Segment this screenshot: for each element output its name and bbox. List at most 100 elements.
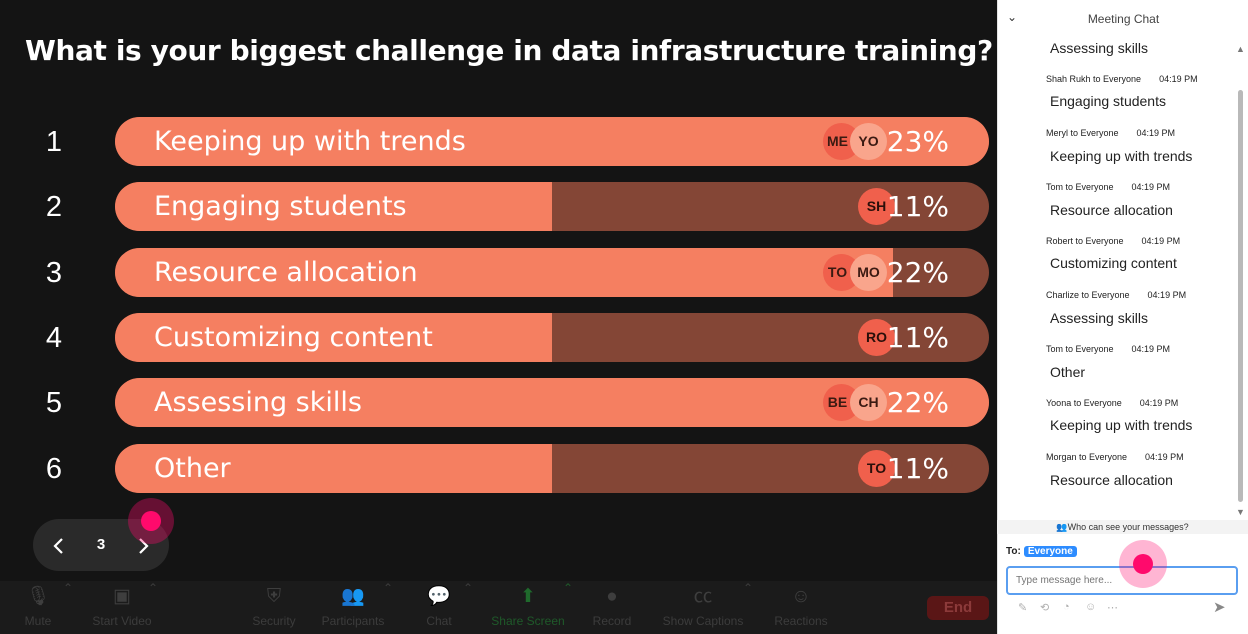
emoji-plus-icon: ☺ (791, 586, 811, 607)
end-meeting-button[interactable]: End (927, 596, 989, 620)
chevron-up-icon[interactable]: ⌃ (563, 581, 574, 595)
chat-title: Meeting Chat (1087, 12, 1160, 26)
chevron-up-icon[interactable]: ⌃ (743, 581, 754, 595)
option-number: 3 (45, 257, 63, 289)
participants-label: Participants (321, 614, 385, 628)
share-screen-button[interactable]: ⬆ Share Screen (485, 581, 571, 634)
avatar: RO (858, 319, 895, 356)
chat-message-meta: Tom to Everyone 04:19 PM (1046, 182, 1170, 192)
record-icon: ● (606, 586, 618, 607)
chat-sender: Meryl to Everyone (1046, 128, 1119, 138)
chat-message-text: Customizing content (1050, 255, 1177, 271)
poll-option-row: 6 Other TO 11% (0, 444, 997, 494)
chat-message-text: Resource allocation (1050, 202, 1173, 218)
who-can-see-label: Who can see your messages? (1067, 522, 1189, 532)
avatar: TO (858, 450, 895, 487)
option-number: 1 (45, 126, 63, 158)
chat-message-text: Resource allocation (1050, 472, 1173, 488)
chat-time: 04:19 PM (1145, 452, 1184, 462)
chat-sender: Tom to Everyone (1046, 344, 1114, 354)
chat-time: 04:19 PM (1141, 236, 1181, 246)
shield-icon: ⛨ (266, 586, 282, 607)
chat-message-input[interactable] (1006, 566, 1238, 595)
emoji-icon[interactable]: ☺ (1085, 601, 1097, 613)
chevron-up-icon[interactable]: ⌃ (383, 581, 394, 595)
avatar: YO (850, 123, 887, 160)
format-icon[interactable]: ✎ (1018, 602, 1028, 614)
poll-option-row: 2 Engaging students SH 11% (0, 182, 997, 232)
send-icon[interactable]: ➤ (1213, 599, 1226, 616)
option-percent: 11% (886, 452, 949, 485)
avatar: CH (850, 384, 887, 421)
chevron-up-icon[interactable]: ⌃ (148, 581, 159, 595)
chevron-left-icon (53, 538, 63, 554)
record-button[interactable]: ● Record (586, 581, 638, 634)
show-captions-label: Show Captions (662, 614, 744, 628)
option-bar: Other TO 11% (115, 444, 989, 493)
scroll-up-icon[interactable]: ▲ (1236, 44, 1245, 54)
slide-page-number: 3 (96, 536, 106, 553)
chat-message-meta: Robert to Everyone 04:19 PM (1046, 236, 1180, 246)
cursor-dot (1133, 554, 1153, 574)
option-bar-fill (115, 182, 552, 231)
chat-message-list[interactable]: Assessing skills Shah Rukh to Everyone 04… (998, 30, 1238, 520)
option-number: 4 (45, 322, 63, 354)
screenshot-icon[interactable]: ⟲ (1040, 602, 1050, 614)
chat-button[interactable]: 💬 Chat (417, 581, 461, 634)
mute-label: Mute (24, 614, 52, 628)
chat-sender: Charlize to Everyone (1046, 290, 1130, 300)
start-video-label: Start Video (92, 614, 152, 628)
poll-option-row: 5 Assessing skills BE CH 22% (0, 378, 997, 428)
cursor-dot (141, 511, 161, 531)
option-percent: 11% (886, 321, 949, 354)
reactions-label: Reactions (774, 614, 828, 628)
people-icon: 👥 (1056, 522, 1068, 532)
poll-option-row: 1 Keeping up with trends ME YO 23% (0, 117, 997, 167)
option-bar: Engaging students SH 11% (115, 182, 989, 231)
option-label: Customizing content (154, 322, 433, 353)
poll-question: What is your biggest challenge in data i… (25, 34, 993, 67)
chevron-down-icon[interactable]: ⌄ (1007, 10, 1018, 24)
to-label: To: (1006, 546, 1021, 557)
meeting-chat-panel: ⌄ Meeting Chat Assessing skills Shah Ruk… (997, 0, 1248, 634)
share-screen-label: Share Screen (491, 614, 565, 628)
reactions-button[interactable]: ☺ Reactions (768, 581, 834, 634)
file-icon[interactable]: ◔ (1063, 601, 1070, 613)
option-label: Other (154, 453, 231, 484)
chat-sender: Tom to Everyone (1046, 182, 1114, 192)
who-can-see-link[interactable]: 👥Who can see your messages? (997, 520, 1248, 534)
option-bar: Resource allocation TO MO 22% (115, 248, 989, 297)
chat-time: 04:19 PM (1139, 398, 1179, 408)
chevron-up-icon[interactable]: ⌃ (463, 581, 474, 595)
participants-button[interactable]: 👥 Participants (313, 581, 393, 634)
security-label: Security (252, 614, 296, 628)
security-button[interactable]: ⛨ Security (246, 581, 302, 634)
chevron-right-icon (139, 538, 149, 554)
chat-message-text: Other (1050, 364, 1086, 380)
mute-button[interactable]: 🎙 Mute (14, 581, 62, 634)
option-number: 2 (45, 191, 63, 223)
next-slide-button[interactable] (123, 519, 163, 571)
chat-time: 04:19 PM (1147, 290, 1187, 300)
chat-message-text: Engaging students (1050, 93, 1166, 109)
option-label: Assessing skills (154, 387, 362, 418)
recipient-dropdown[interactable]: Everyone (1023, 546, 1077, 557)
chat-sender: Morgan to Everyone (1046, 452, 1128, 462)
show-captions-button[interactable]: ㏄ Show Captions (654, 581, 752, 634)
option-number: 6 (45, 453, 63, 485)
avatar: SH (858, 188, 895, 225)
record-label: Record (592, 614, 632, 628)
meeting-toolbar: 🎙 Mute ⌃ ▣ Start Video ⌃ ⛨ Security 👥 Pa… (0, 581, 997, 634)
option-bar-fill (115, 248, 893, 297)
start-video-button[interactable]: ▣ Start Video (86, 581, 158, 634)
chat-message-meta: Charlize to Everyone 04:19 PM (1046, 290, 1186, 300)
more-icon[interactable]: ⋯ (1107, 602, 1118, 614)
chevron-up-icon[interactable]: ⌃ (63, 581, 74, 595)
chat-scrollbar-thumb[interactable] (1238, 90, 1243, 502)
scroll-down-icon[interactable]: ▼ (1236, 507, 1245, 517)
captions-icon: ㏄ (693, 586, 713, 607)
chat-message-text: Assessing skills (1050, 310, 1149, 326)
option-bar: Customizing content RO 11% (115, 313, 989, 362)
option-bar: Keeping up with trends ME YO 23% (115, 117, 989, 166)
prev-slide-button[interactable] (39, 519, 79, 571)
